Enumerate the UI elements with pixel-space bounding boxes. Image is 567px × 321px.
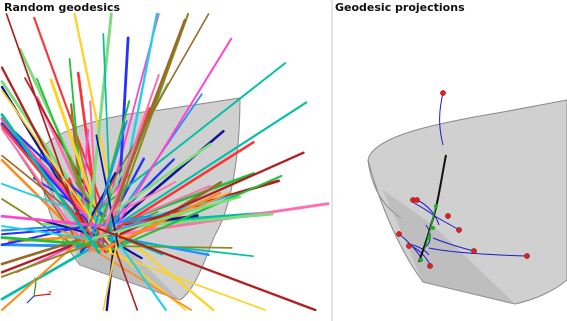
geodesic-line <box>106 174 283 253</box>
geodesic-line <box>88 195 242 241</box>
geodesic-line <box>100 74 160 239</box>
geodesic-projections-viewport[interactable] <box>333 0 567 321</box>
geodesic-line <box>75 181 111 229</box>
geodesic-line <box>110 232 167 312</box>
geodesic-line <box>95 134 119 247</box>
y-axis-label: y <box>34 275 38 283</box>
geodesic-line <box>89 120 128 243</box>
path-node <box>431 226 435 230</box>
projection-curve <box>412 201 434 216</box>
panel-title-geodesic-projections: Geodesic projections <box>335 1 465 14</box>
geodesic-line <box>0 225 82 246</box>
geodesic-line <box>33 16 110 226</box>
geodesic-projections-panel[interactable]: Geodesic projections <box>333 0 567 321</box>
surface-right-inner-edge <box>367 159 402 219</box>
geodesic-line <box>0 66 88 230</box>
z-axis-line <box>26 295 35 304</box>
geodesic-line <box>0 244 98 301</box>
marker-point <box>414 197 420 203</box>
marker-point <box>427 263 433 269</box>
geodesic-line <box>0 230 91 312</box>
geodesic-line <box>79 62 287 225</box>
marker-point <box>396 231 402 237</box>
geodesic-line <box>103 101 308 235</box>
projection-curve <box>416 199 440 226</box>
panel-title-random-geodesics: Random geodesics <box>4 1 121 14</box>
path-node <box>419 258 423 262</box>
axis-triad: y z <box>26 275 52 304</box>
geodesic-line <box>92 193 113 242</box>
marker-point <box>440 90 446 96</box>
geodesic-line <box>36 77 97 227</box>
geodesic-line <box>96 227 317 312</box>
geodesic-lines-group <box>0 12 330 312</box>
y-axis-line <box>33 281 37 297</box>
z-axis-label: z <box>48 289 52 297</box>
geodesic-line <box>97 191 222 253</box>
marker-point <box>471 248 477 254</box>
geodesic-line <box>1 225 98 241</box>
marker-point <box>406 243 412 249</box>
geodesic-line <box>87 12 113 229</box>
x-axis-line <box>33 293 51 297</box>
geodesic-line <box>76 71 101 229</box>
path-node <box>427 236 431 240</box>
marker-point <box>456 227 462 233</box>
geodesic-line <box>0 236 105 248</box>
geodesic-path-highlight <box>424 204 437 249</box>
marker-point <box>524 253 530 259</box>
panel-divider[interactable] <box>331 0 333 321</box>
geodesic-line <box>117 37 233 225</box>
path-node <box>434 204 438 208</box>
geodesic-line <box>1 226 88 236</box>
surface-right-lower-face <box>383 190 515 304</box>
geodesic-line <box>109 12 190 231</box>
random-geodesics-viewport[interactable]: y z <box>0 0 331 321</box>
random-geodesics-panel[interactable]: Random geodesics y z <box>0 0 331 321</box>
geodesic-line <box>0 113 101 254</box>
projection-markers <box>396 90 530 269</box>
marker-point <box>445 213 451 219</box>
projection-curve <box>439 92 444 146</box>
projection-curve <box>432 237 475 252</box>
path-nodes <box>419 204 438 262</box>
geodesic-line <box>1 240 98 278</box>
geodesic-line <box>0 214 103 228</box>
